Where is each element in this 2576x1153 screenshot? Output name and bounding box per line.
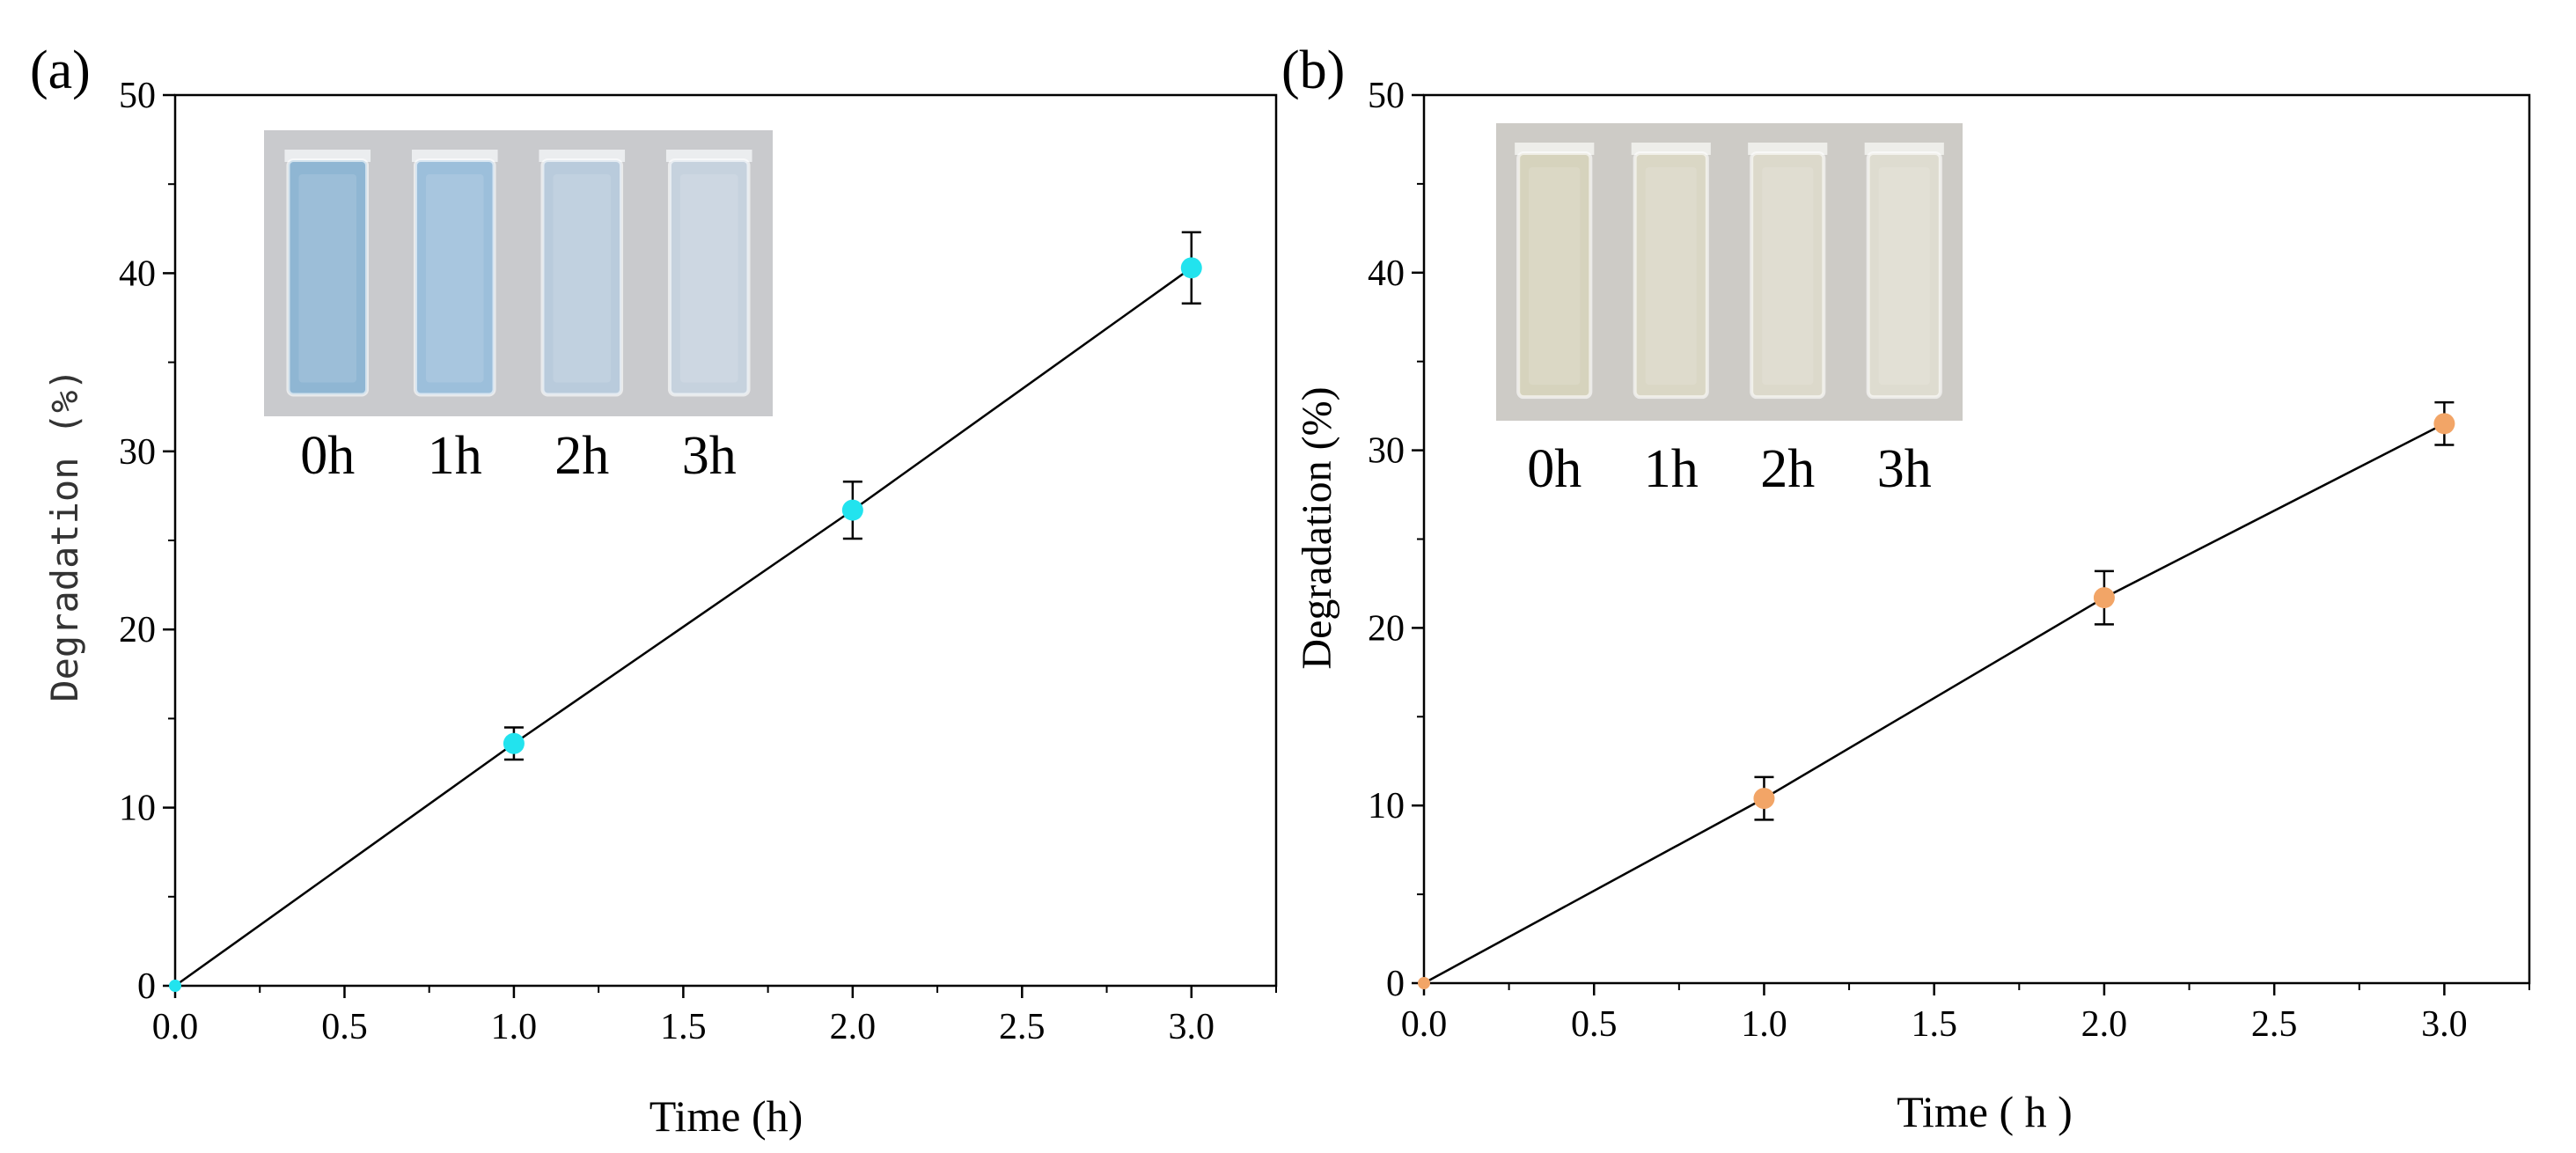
panel-b-data-point <box>2433 413 2455 435</box>
panel-b-axes: 0.0 0.5 1.0 1.5 2.0 2.5 3.0 0 10 20 30 40 50 <box>1368 76 2531 1045</box>
panel-b-data-point <box>1753 788 1775 810</box>
panel-b-x-tick-label: 2.5 <box>2251 1004 2298 1045</box>
panel-a-y-tick-label: 0 <box>137 966 156 1007</box>
panel-b-cuvette-liquid <box>1866 151 1942 400</box>
panel-b-inset-label: 1h <box>1644 439 1699 499</box>
panel-b-y-tick-label: 20 <box>1368 608 1405 649</box>
panel-a-y-tick-label: 20 <box>119 610 156 650</box>
panel-a-inset-label: 1h <box>428 426 482 486</box>
panel-a-cuvette-1 <box>411 150 498 397</box>
panel-b-y-axis-label: Degradation (%) <box>1294 386 1340 669</box>
panel-b-cuvette-3 <box>1864 143 1944 400</box>
panel-a-cuvette-liquid <box>540 158 624 397</box>
panel-b-inset: 0h 1h 2h 3h <box>1496 123 1963 499</box>
panel-b-plot <box>1418 400 2455 989</box>
panel-a-x-tick-label: 0.0 <box>152 1007 199 1047</box>
panel-a-y-tick-label: 40 <box>119 253 156 294</box>
panel-b-inset-label: 3h <box>1877 439 1932 499</box>
panel-a-x-tick-label: 3.0 <box>1169 1007 1215 1047</box>
panel-b-x-tick-label: 2.0 <box>2081 1004 2128 1045</box>
panel-b-y-tick-label: 30 <box>1368 431 1405 472</box>
panel-a-axes: 0.0 0.5 1.0 1.5 2.0 2.5 3.0 0 10 20 30 40 50 <box>119 76 1278 1047</box>
panel-a-data-point <box>169 980 181 992</box>
panel-b-x-tick-label: 1.5 <box>1911 1004 1957 1045</box>
panel-b-cuvette-1 <box>1631 143 1711 400</box>
panel-a-y-tick-label: 30 <box>119 432 156 473</box>
panel-b: (b) 0h 1h 2h 3h 0.0 0.5 1.0 1.5 2.0 2.5 3.0 0 10 20 3… <box>1281 40 2531 1136</box>
panel-a-x-tick-label: 2.0 <box>830 1007 877 1047</box>
panel-b-label: (b) <box>1281 40 1345 100</box>
panel-a-label: (a) <box>30 40 91 100</box>
panel-a-cuvette-glass <box>425 174 484 383</box>
panel-a-data-point <box>841 499 863 521</box>
panel-b-x-tick-label: 0.0 <box>1401 1004 1448 1045</box>
panel-a-x-tick-label: 0.5 <box>321 1007 368 1047</box>
panel-b-series-line <box>1423 422 2445 985</box>
panel-b-cuvette-glass <box>1529 167 1581 386</box>
panel-a-cuvette-liquid <box>413 158 496 397</box>
panel-a-x-tick-label: 1.0 <box>491 1007 538 1047</box>
panel-b-cuvette-liquid <box>1633 151 1709 400</box>
panel-b-inset-label: 2h <box>1760 439 1815 499</box>
panel-b-data-point <box>2093 587 2115 609</box>
panel-a-inset-label: 3h <box>682 426 737 486</box>
panel-a-series-line <box>174 267 1193 988</box>
panel-a-cuvette-liquid <box>286 158 370 397</box>
panel-b-y-tick-label: 0 <box>1386 964 1405 1004</box>
panel-b-data-point <box>1418 977 1430 989</box>
panel-a-y-axis-label: Degradation (%) <box>43 368 86 701</box>
panel-a-x-tick-label: 1.5 <box>660 1007 707 1047</box>
panel-b-cuvette-2 <box>1748 143 1828 400</box>
panel-b-cuvette-glass <box>1878 167 1930 386</box>
panel-a: (a) 0h 1h 2h 3h 0.0 0.5 1.0 1.5 2.0 2.5 3.0 0 10 20 3… <box>30 40 1278 1141</box>
panel-a-inset: 0h 1h 2h 3h <box>264 130 773 486</box>
panel-b-cuvette-glass <box>1645 167 1697 386</box>
panel-a-cuvette-glass <box>679 174 738 383</box>
panel-b-cuvette-glass <box>1762 167 1814 386</box>
panel-a-y-tick-label: 10 <box>119 789 156 829</box>
panel-a-cuvette-2 <box>539 150 626 397</box>
panel-a-x-axis-label: Time (h) <box>650 1091 804 1141</box>
panel-a-cuvette-0 <box>284 150 371 397</box>
panel-b-inset-label: 0h <box>1527 439 1582 499</box>
panel-a-plot <box>169 231 1202 992</box>
panel-a-cuvette-liquid <box>667 158 751 397</box>
panel-a-cuvette-3 <box>665 150 752 397</box>
panel-b-y-tick-label: 50 <box>1368 76 1405 116</box>
panel-a-cuvette-glass <box>553 174 612 383</box>
panel-b-x-tick-label: 3.0 <box>2421 1004 2468 1045</box>
panel-b-x-axis-label: Time ( h ) <box>1897 1087 2073 1136</box>
panel-a-data-point <box>503 732 525 754</box>
panel-a-x-tick-label: 2.5 <box>999 1007 1046 1047</box>
panel-b-y-tick-label: 10 <box>1368 786 1405 826</box>
panel-a-inset-label: 2h <box>554 426 609 486</box>
panel-b-cuvette-0 <box>1515 143 1595 400</box>
panel-a-y-tick-label: 50 <box>119 76 156 116</box>
panel-b-y-tick-label: 40 <box>1368 253 1405 294</box>
panel-b-cuvette-liquid <box>1750 151 1826 400</box>
panel-a-cuvette-glass <box>298 174 357 383</box>
panel-a-data-point <box>1180 257 1202 279</box>
panel-b-x-tick-label: 1.0 <box>1741 1004 1787 1045</box>
panel-b-x-tick-label: 0.5 <box>1571 1004 1618 1045</box>
panel-b-cuvette-liquid <box>1516 151 1593 400</box>
panel-a-inset-label: 0h <box>300 426 355 486</box>
